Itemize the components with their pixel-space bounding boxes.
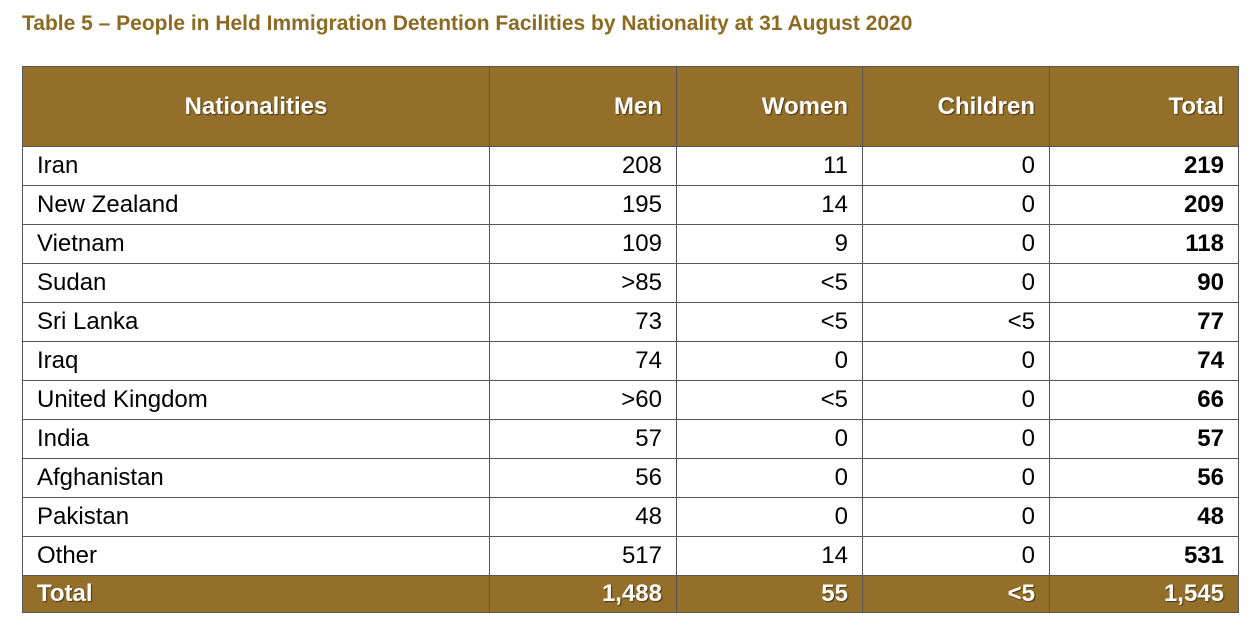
header-row: Nationalities Men Women Children Total xyxy=(22,66,1239,147)
total-cell: 1,488 xyxy=(489,575,677,613)
nationality-cell: Sudan xyxy=(22,263,490,303)
value-cell: 14 xyxy=(676,536,863,576)
total-cell: 1,545 xyxy=(1049,575,1239,613)
value-cell: 0 xyxy=(862,185,1050,225)
value-cell: 9 xyxy=(676,224,863,264)
column-header: Children xyxy=(862,66,1050,147)
value-cell: 57 xyxy=(489,419,677,459)
table-title: Table 5 – People in Held Immigration Det… xyxy=(22,12,913,35)
value-cell: <5 xyxy=(862,302,1050,342)
value-cell: 48 xyxy=(489,497,677,537)
value-cell: 56 xyxy=(489,458,677,498)
table-row: Iraq 74 0 0 74 xyxy=(22,341,1239,381)
total-label: Total xyxy=(22,575,490,613)
total-cell: <5 xyxy=(862,575,1050,613)
value-cell: 0 xyxy=(862,419,1050,459)
table-footer: Total 1,488 55 <5 1,545 xyxy=(22,575,1239,613)
column-header: Nationalities xyxy=(22,66,490,147)
value-cell: 77 xyxy=(1049,302,1239,342)
nationality-cell: India xyxy=(22,419,490,459)
value-cell: 517 xyxy=(489,536,677,576)
value-cell: 0 xyxy=(676,419,863,459)
nationality-cell: Vietnam xyxy=(22,224,490,264)
value-cell: 0 xyxy=(862,380,1050,420)
value-cell: 0 xyxy=(862,341,1050,381)
value-cell: 66 xyxy=(1049,380,1239,420)
nationality-cell: Other xyxy=(22,536,490,576)
nationality-cell: Sri Lanka xyxy=(22,302,490,342)
value-cell: 109 xyxy=(489,224,677,264)
nationality-cell: Iran xyxy=(22,146,490,186)
nationality-cell: Pakistan xyxy=(22,497,490,537)
table-row: Afghanistan 56 0 0 56 xyxy=(22,458,1239,498)
value-cell: <5 xyxy=(676,380,863,420)
value-cell: 0 xyxy=(862,224,1050,264)
value-cell: 0 xyxy=(676,497,863,537)
column-header: Women xyxy=(676,66,863,147)
nationality-cell: New Zealand xyxy=(22,185,490,225)
total-row: Total 1,488 55 <5 1,545 xyxy=(22,575,1239,613)
value-cell: >60 xyxy=(489,380,677,420)
data-table: Nationalities Men Women Children Total Iran 2… xyxy=(22,66,1239,613)
table-row: India 57 0 0 57 xyxy=(22,419,1239,459)
table-row: United Kingdom >60 <5 0 66 xyxy=(22,380,1239,420)
table-row: Sri Lanka 73 <5 <5 77 xyxy=(22,302,1239,342)
value-cell: 0 xyxy=(862,536,1050,576)
value-cell: 56 xyxy=(1049,458,1239,498)
value-cell: 118 xyxy=(1049,224,1239,264)
value-cell: 0 xyxy=(676,458,863,498)
value-cell: 74 xyxy=(489,341,677,381)
table-row: New Zealand 195 14 0 209 xyxy=(22,185,1239,225)
value-cell: 195 xyxy=(489,185,677,225)
value-cell: 0 xyxy=(862,497,1050,537)
column-header: Men xyxy=(489,66,677,147)
total-cell: 55 xyxy=(676,575,863,613)
value-cell: 209 xyxy=(1049,185,1239,225)
value-cell: 11 xyxy=(676,146,863,186)
nationality-cell: Iraq xyxy=(22,341,490,381)
value-cell: >85 xyxy=(489,263,677,303)
value-cell: <5 xyxy=(676,302,863,342)
table-row: Vietnam 109 9 0 118 xyxy=(22,224,1239,264)
value-cell: 0 xyxy=(676,341,863,381)
table-row: Sudan >85 <5 0 90 xyxy=(22,263,1239,303)
value-cell: 0 xyxy=(862,146,1050,186)
nationality-cell: United Kingdom xyxy=(22,380,490,420)
table-row: Other 517 14 0 531 xyxy=(22,536,1239,576)
column-header: Total xyxy=(1049,66,1239,147)
value-cell: 0 xyxy=(862,458,1050,498)
nationality-cell: Afghanistan xyxy=(22,458,490,498)
value-cell: 531 xyxy=(1049,536,1239,576)
value-cell: 48 xyxy=(1049,497,1239,537)
value-cell: 57 xyxy=(1049,419,1239,459)
value-cell: 0 xyxy=(862,263,1050,303)
table-header: Nationalities Men Women Children Total xyxy=(22,66,1239,147)
value-cell: 219 xyxy=(1049,146,1239,186)
table-row: Iran 208 11 0 219 xyxy=(22,146,1239,186)
value-cell: 14 xyxy=(676,185,863,225)
value-cell: 208 xyxy=(489,146,677,186)
value-cell: <5 xyxy=(676,263,863,303)
value-cell: 73 xyxy=(489,302,677,342)
table-body: Iran 208 11 0 219 New Zealand 195 14 0 209 Vietnam… xyxy=(22,146,1239,576)
value-cell: 90 xyxy=(1049,263,1239,303)
table-row: Pakistan 48 0 0 48 xyxy=(22,497,1239,537)
value-cell: 74 xyxy=(1049,341,1239,381)
